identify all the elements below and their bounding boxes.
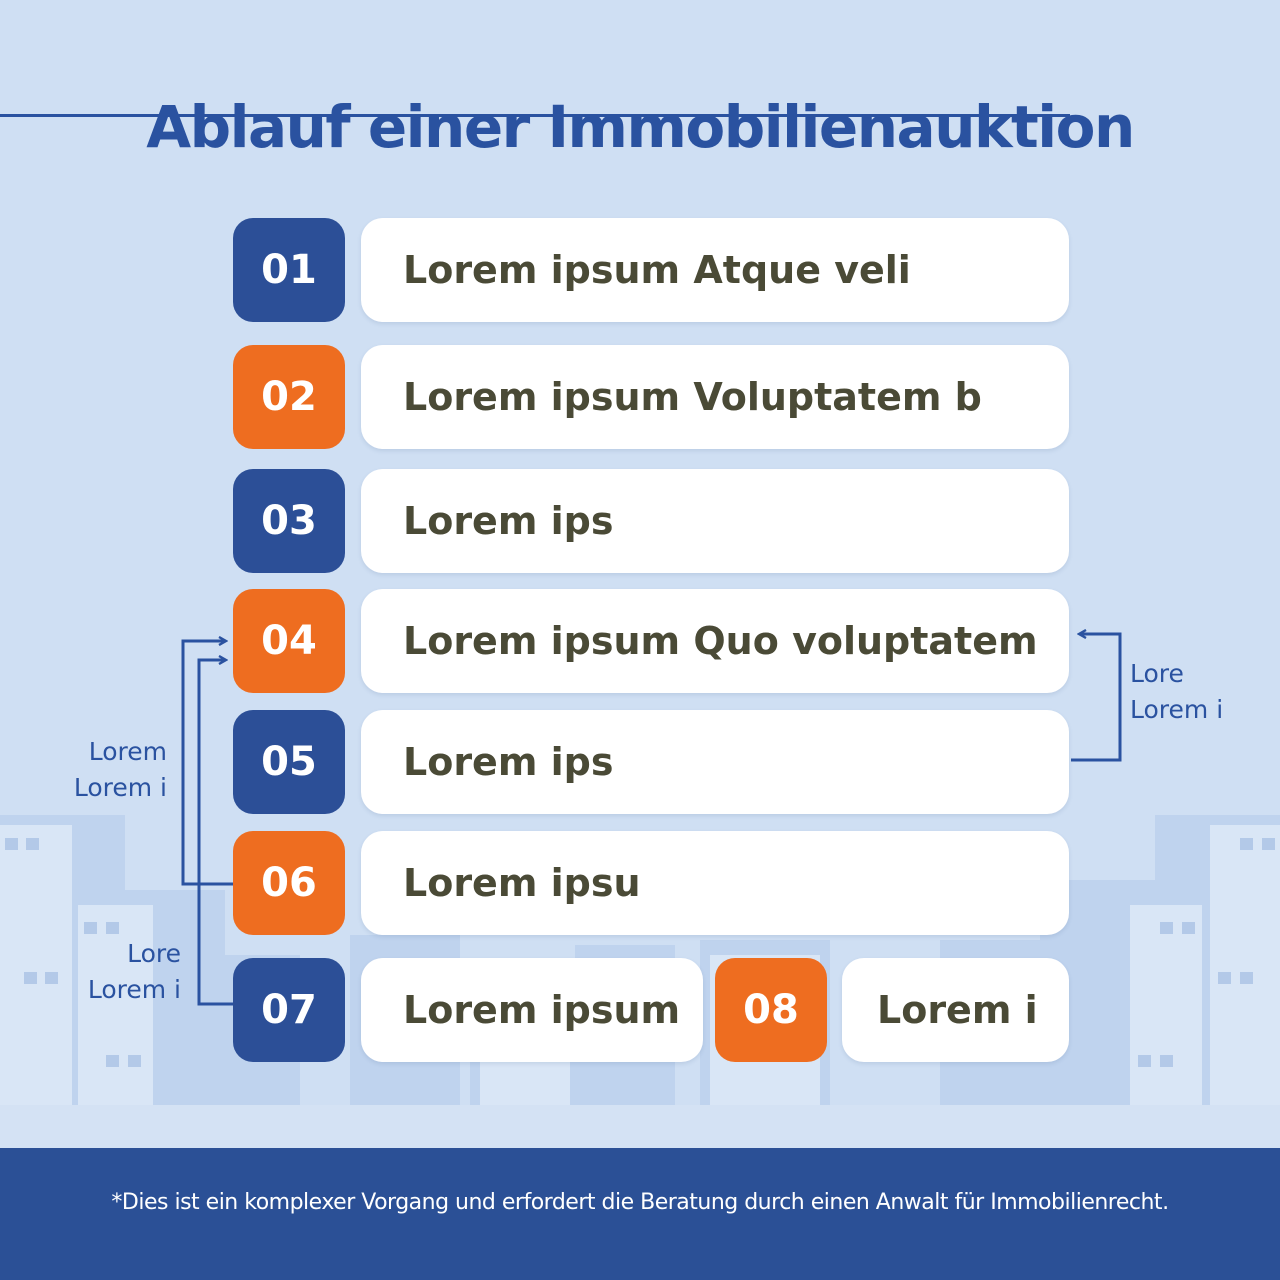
loop-arrow-07-to-04 — [197, 660, 233, 1006]
step-05-badge: 05 — [233, 710, 345, 814]
step-06-badge: 06 — [233, 831, 345, 935]
loop-label-right-line2: Lorem i — [1130, 695, 1224, 724]
loop-label-left-lower-line2: Lorem i — [87, 975, 181, 1004]
footer-bar — [0, 1148, 1280, 1280]
step-02-card: Lorem ipsum Voluptatem b — [361, 345, 1069, 449]
loop-label-left-upper-line1: Lorem — [88, 737, 167, 766]
loop-label-right: Lore Lorem i — [1130, 656, 1223, 728]
page-title: Ablauf einer Immobilienauktion — [146, 93, 1135, 161]
step-07-badge: 07 — [233, 958, 345, 1062]
step-06-card: Lorem ipsu — [361, 831, 1069, 935]
step-03-badge: 03 — [233, 469, 345, 573]
loop-label-left-upper-line2: Lorem i — [73, 773, 167, 802]
step-01-card: Lorem ipsum Atque veli — [361, 218, 1069, 322]
step-08-badge: 08 — [715, 958, 827, 1062]
step-05-card: Lorem ips — [361, 710, 1069, 814]
step-04-badge: 04 — [233, 589, 345, 693]
loop-label-left-lower-line1: Lore — [127, 939, 181, 968]
step-01-badge: 01 — [233, 218, 345, 322]
title-underline — [0, 114, 1070, 117]
step-02-badge: 02 — [233, 345, 345, 449]
loop-label-right-line1: Lore — [1130, 659, 1184, 688]
step-08-card: Lorem i — [842, 958, 1069, 1062]
loop-arrow-06-to-04 — [181, 641, 233, 886]
step-04-card: Lorem ipsum Quo voluptatem — [361, 589, 1069, 693]
loop-arrow-05-to-04 — [1071, 634, 1122, 762]
loop-label-left-lower: Lore Lorem i — [60, 936, 181, 1008]
step-07-card: Lorem ipsum — [361, 958, 703, 1062]
loop-label-left-upper: Lorem Lorem i — [60, 734, 167, 806]
footer-disclaimer: *Dies ist ein komplexer Vorgang und erfo… — [111, 1190, 1169, 1215]
step-03-card: Lorem ips — [361, 469, 1069, 573]
